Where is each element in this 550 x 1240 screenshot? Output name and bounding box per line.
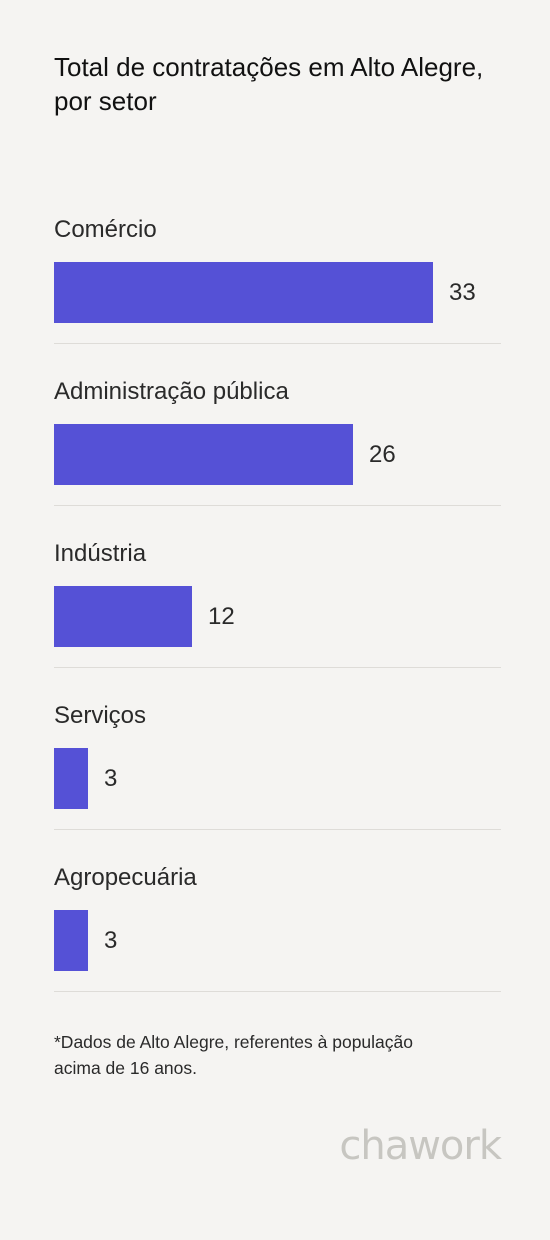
- value-label: 3: [104, 927, 118, 954]
- chart-title: Total de contratações em Alto Alegre, po…: [54, 52, 484, 116]
- row-divider: [54, 829, 501, 830]
- chart-row: Indústria 12: [54, 524, 501, 686]
- category-label: Comércio: [54, 216, 157, 243]
- brand-logo: chawork: [339, 1123, 502, 1169]
- category-label: Administração pública: [54, 378, 289, 405]
- value-label: 12: [208, 603, 235, 630]
- row-divider: [54, 505, 501, 506]
- footnote: *Dados de Alto Alegre, referentes à popu…: [54, 1032, 413, 1078]
- chart-row: Administração pública 26: [54, 362, 501, 524]
- bar: [54, 910, 88, 971]
- category-label: Agropecuária: [54, 864, 197, 891]
- bar: [54, 262, 433, 323]
- chart-row: Comércio 33: [54, 200, 501, 362]
- value-label: 33: [449, 279, 476, 306]
- row-divider: [54, 991, 501, 992]
- bar: [54, 424, 353, 485]
- value-label: 3: [104, 765, 118, 792]
- chart-row: Agropecuária 3: [54, 848, 501, 1010]
- row-divider: [54, 343, 501, 344]
- bar: [54, 586, 192, 647]
- bar: [54, 748, 88, 809]
- category-label: Serviços: [54, 702, 147, 729]
- value-label: 26: [369, 441, 396, 468]
- category-label: Indústria: [54, 540, 147, 567]
- chart-row: Serviços 3: [54, 686, 501, 848]
- bar-chart: Comércio 33 Administração pública 26 Indústr…: [54, 200, 501, 1010]
- row-divider: [54, 667, 501, 668]
